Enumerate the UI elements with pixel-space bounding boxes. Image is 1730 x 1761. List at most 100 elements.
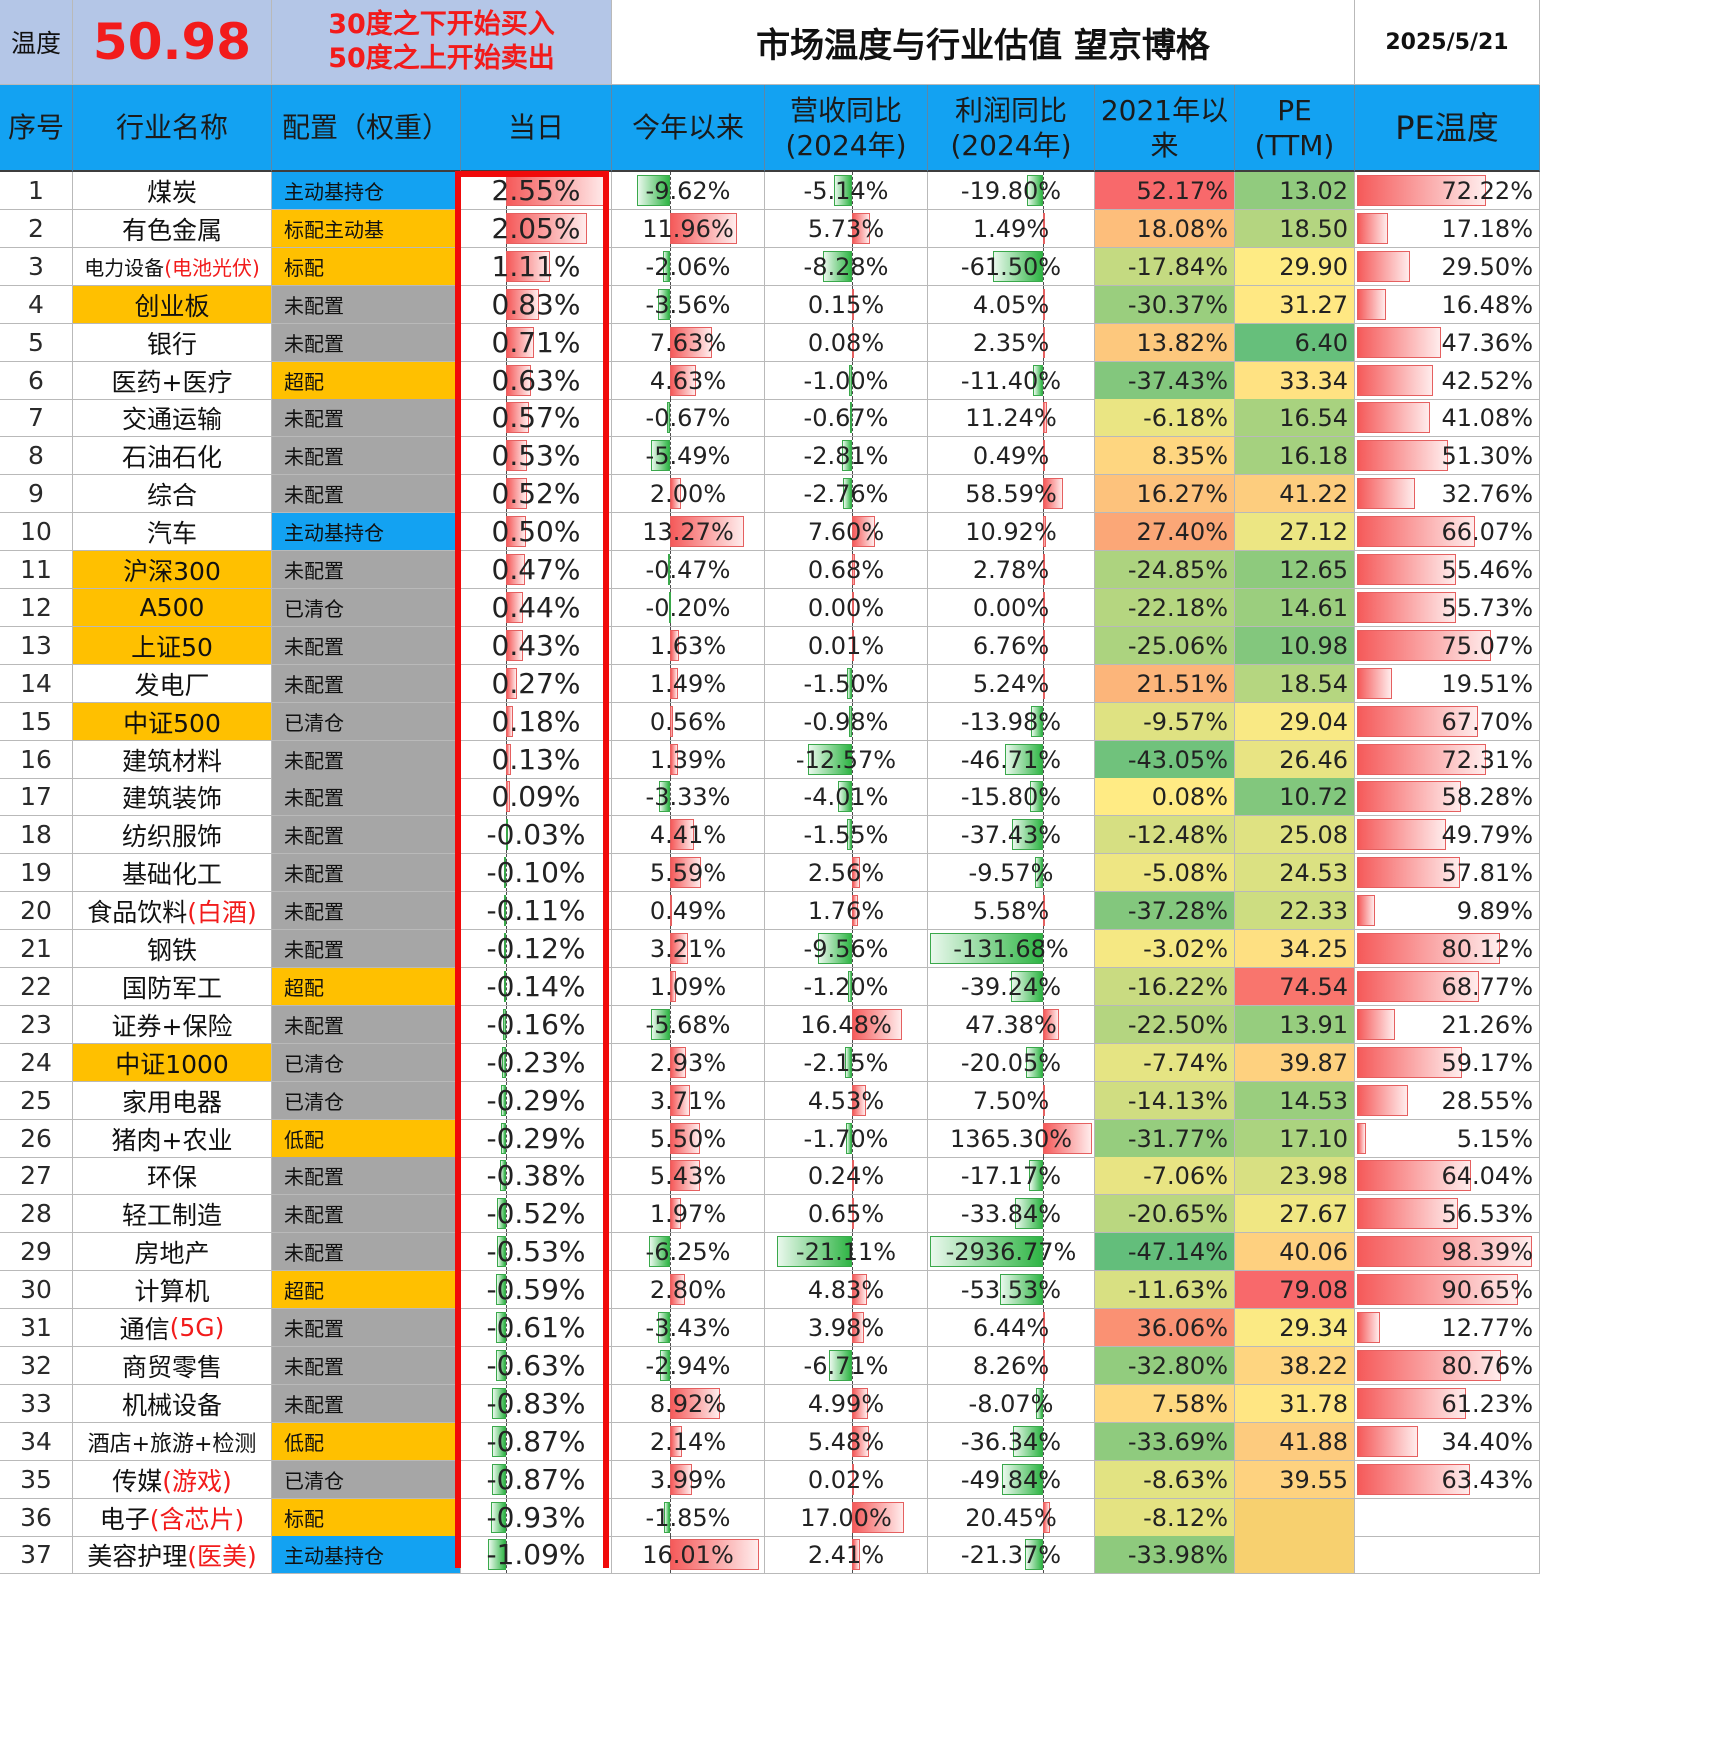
day-change-bar [490, 1502, 506, 1533]
pe-ttm: 34.25 [1235, 930, 1355, 968]
revenue-yoy-text: 4.99% [807, 1389, 885, 1418]
pe-temperature-text: 67.70% [1441, 707, 1533, 736]
industry-name: 机械设备 [73, 1385, 272, 1423]
ytd-change-text: 13.27% [642, 517, 734, 546]
revenue-yoy-text: 1.76% [807, 896, 885, 925]
col-ytd: 今年以来 [612, 85, 765, 172]
profit-yoy-text: 2.35% [972, 328, 1050, 357]
row-index: 8 [0, 437, 73, 475]
day-change-text: 0.71% [491, 326, 581, 359]
day-change: 0.44% [461, 589, 612, 627]
report-date: 2025/5/21 [1355, 0, 1540, 85]
pe-temperature: 80.12% [1355, 930, 1540, 968]
allocation-text: 未配置 [284, 1241, 344, 1265]
rule-box: 30度之下开始买入 50度之上开始卖出 [272, 0, 612, 85]
industry-name-text: 钢铁 [146, 935, 197, 965]
profit-yoy: 6.44% [928, 1309, 1095, 1347]
row-index-text: 5 [28, 328, 44, 357]
revenue-yoy-bar [844, 1047, 853, 1078]
pe-ttm-text: 16.18 [1279, 441, 1348, 470]
since-2021-text: 13.82% [1136, 328, 1228, 357]
profit-yoy-text: -17.17% [960, 1161, 1062, 1190]
ytd-change-text: 8.92% [649, 1389, 727, 1418]
revenue-yoy: 4.99% [765, 1385, 928, 1423]
pe-temperature-bar [1357, 895, 1375, 926]
day-change-text: -0.29% [486, 1084, 586, 1117]
row-index-text: 29 [20, 1237, 52, 1266]
since-2021-text: 8.35% [1151, 441, 1228, 470]
profit-yoy-text: -2936.77% [945, 1237, 1077, 1266]
revenue-yoy-text: -1.50% [803, 669, 889, 698]
since-2021: 36.06% [1095, 1309, 1235, 1347]
pe-temperature-bar [1357, 1388, 1466, 1419]
ytd-change: 1.63% [612, 627, 765, 665]
revenue-yoy-text: 2.56% [807, 858, 885, 887]
pe-ttm: 10.98 [1235, 627, 1355, 665]
row-index-text: 37 [20, 1540, 52, 1569]
ytd-change-text: 0.49% [649, 896, 727, 925]
profit-yoy-bar [1010, 971, 1043, 1002]
since-2021-text: -8.12% [1143, 1503, 1228, 1532]
profit-yoy-text: -53.53% [960, 1275, 1062, 1304]
row-index: 29 [0, 1233, 73, 1271]
industry-name: 有色金属 [73, 210, 272, 248]
day-change: -0.03% [461, 816, 612, 854]
revenue-yoy-bar-axis [852, 172, 854, 209]
ytd-change: -5.49% [612, 437, 765, 475]
revenue-yoy: 4.83% [765, 1271, 928, 1309]
pe-temperature-bar [1357, 365, 1433, 396]
revenue-yoy-text: 3.98% [807, 1313, 885, 1342]
pe-ttm: 39.87 [1235, 1044, 1355, 1082]
revenue-yoy: -1.00% [765, 362, 928, 400]
day-change-text: 1.11% [491, 250, 581, 283]
day-change-bar [495, 1312, 506, 1343]
row-index-text: 28 [20, 1199, 52, 1228]
day-change-bar [506, 289, 539, 320]
sell-rule: 50度之上开始卖出 [328, 43, 555, 74]
since-2021-text: -7.74% [1143, 1048, 1228, 1077]
industry-name: 轻工制造 [73, 1195, 272, 1233]
ytd-change: -0.20% [612, 589, 765, 627]
industry-name-suffix: (电池光伏) [164, 256, 260, 280]
profit-yoy: -15.80% [928, 778, 1095, 816]
ytd-change: 3.21% [612, 930, 765, 968]
pe-ttm: 13.02 [1235, 172, 1355, 210]
since-2021: -8.12% [1095, 1499, 1235, 1537]
revenue-yoy-text: -2.15% [803, 1048, 889, 1077]
pe-ttm-text: 38.22 [1279, 1351, 1348, 1380]
since-2021-text: -30.37% [1127, 290, 1228, 319]
since-2021: -7.74% [1095, 1044, 1235, 1082]
ytd-change: 7.63% [612, 324, 765, 362]
pe-ttm: 27.67 [1235, 1195, 1355, 1233]
day-change: 0.57% [461, 399, 612, 437]
revenue-yoy: 0.01% [765, 627, 928, 665]
allocation-text: 未配置 [284, 900, 344, 924]
revenue-yoy-bar [852, 1085, 867, 1116]
allocation-tag: 标配 [272, 248, 461, 286]
revenue-yoy-bar-axis [852, 362, 854, 399]
pe-ttm-text: 79.08 [1279, 1275, 1348, 1304]
day-change-bar-axis [506, 1423, 507, 1460]
row-index-text: 2 [28, 214, 44, 243]
row-index: 23 [0, 1006, 73, 1044]
industry-name: 创业板 [73, 286, 272, 324]
day-change-text: -0.16% [486, 1008, 586, 1041]
since-2021-text: -16.22% [1127, 972, 1228, 1001]
allocation-text: 主动基持仓 [284, 180, 384, 204]
allocation-tag: 未配置 [272, 1233, 461, 1271]
pe-temperature-text: 34.40% [1441, 1427, 1533, 1456]
allocation-text: 标配 [284, 256, 324, 280]
industry-name-text: 煤炭 [146, 177, 197, 207]
day-change-bar [506, 365, 531, 396]
profit-yoy-bar-axis [1042, 1461, 1044, 1498]
revenue-yoy: -2.81% [765, 437, 928, 475]
day-change: 0.50% [461, 513, 612, 551]
row-index: 24 [0, 1044, 73, 1082]
pe-temperature: 29.50% [1355, 248, 1540, 286]
pe-temperature-bar [1357, 933, 1500, 964]
ytd-change-bar [669, 1047, 687, 1078]
profit-yoy-bar-axis [1042, 1423, 1044, 1460]
ytd-change-text: 1.63% [649, 631, 727, 660]
day-change-bar [506, 402, 529, 433]
day-change: -0.52% [461, 1195, 612, 1233]
